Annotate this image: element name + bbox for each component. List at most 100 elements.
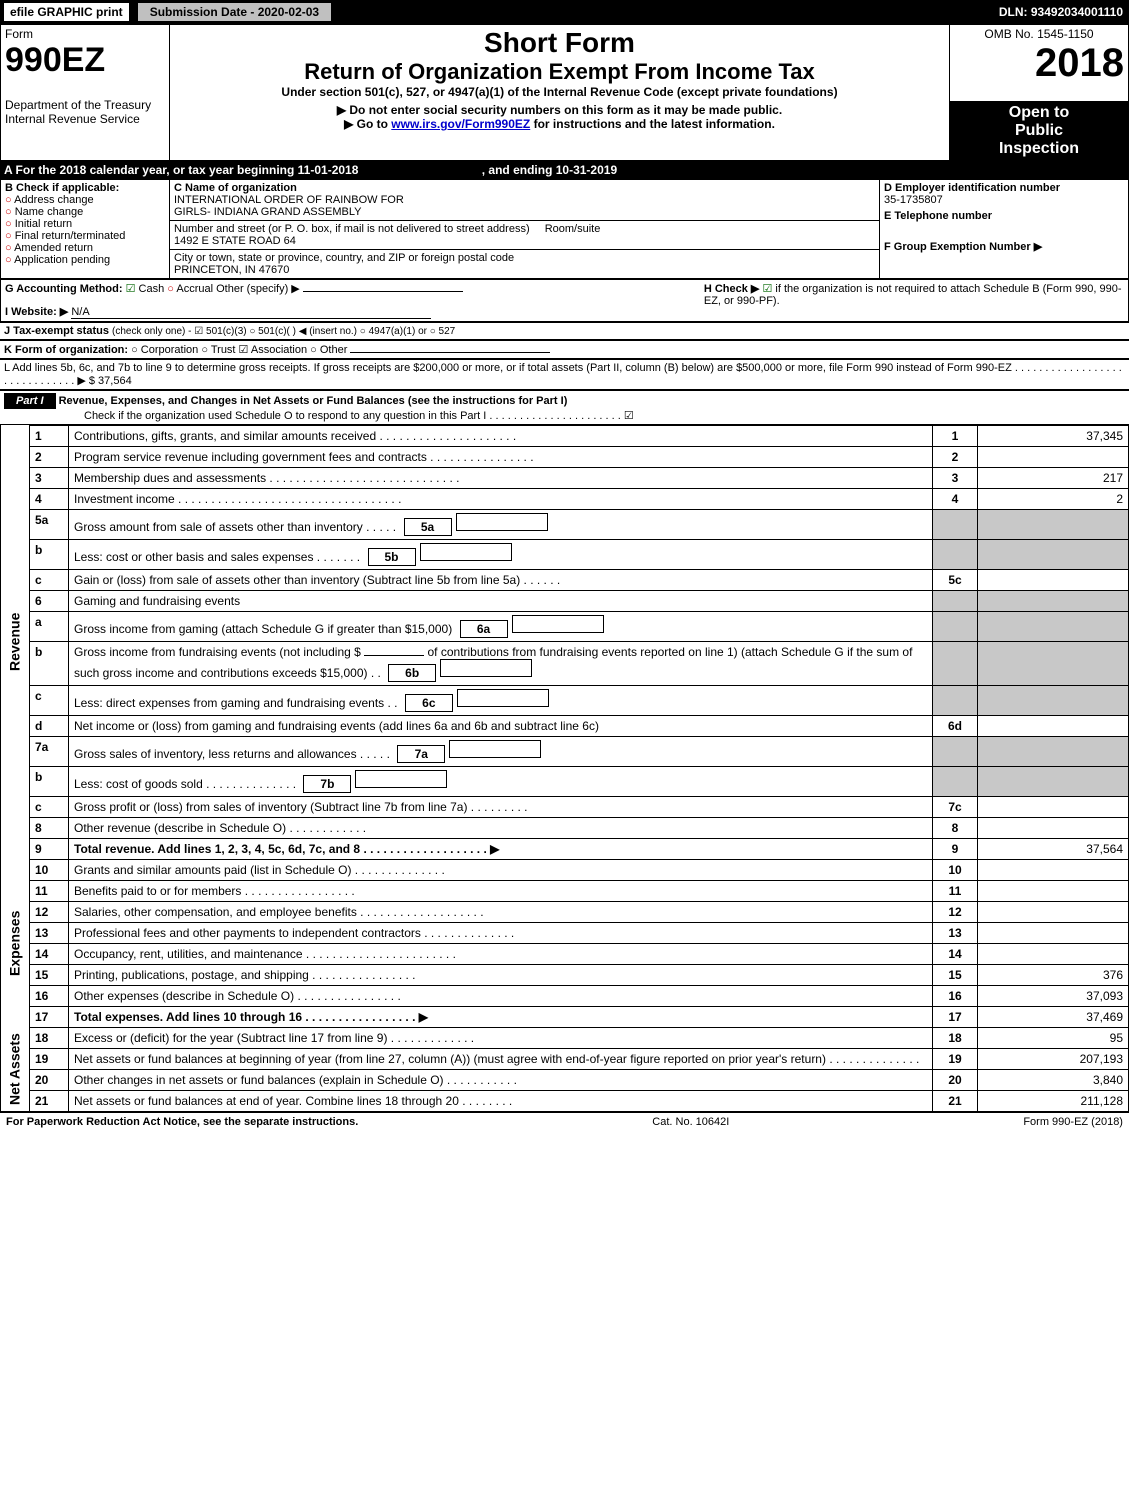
l7b-box-shade (933, 766, 978, 796)
irs-link[interactable]: www.irs.gov/Form990EZ (391, 117, 530, 131)
l6b-sub: 6b (388, 664, 436, 682)
l12-amt (978, 901, 1129, 922)
website-value: N/A (71, 306, 431, 319)
l6c-sub: 6c (405, 694, 453, 712)
chk-initial-return[interactable]: Initial return (5, 218, 165, 230)
l1-amt: 37,345 (978, 425, 1129, 446)
public: Public (954, 122, 1124, 140)
l6c-amt-shade (978, 685, 1129, 715)
l11-desc: Benefits paid to or for members . . . . … (69, 880, 933, 901)
l12-num: 12 (30, 901, 69, 922)
l19-desc: Net assets or fund balances at beginning… (69, 1048, 933, 1069)
chk-final-return[interactable]: Final return/terminated (5, 230, 165, 242)
l20-amt: 3,840 (978, 1069, 1129, 1090)
side-expenses: Expenses (1, 859, 30, 1027)
chk-name-change[interactable]: Name change (5, 206, 165, 218)
under-section: Under section 501(c), 527, or 4947(a)(1)… (174, 85, 945, 99)
l13-desc: Professional fees and other payments to … (69, 922, 933, 943)
top-bar: efile GRAPHIC print Submission Date - 20… (0, 0, 1129, 24)
l9-box: 9 (933, 838, 978, 859)
l6-box-shade (933, 590, 978, 611)
chk-accrual[interactable]: Accrual (167, 283, 213, 295)
chk-amended-return[interactable]: Amended return (5, 242, 165, 254)
l14-num: 14 (30, 943, 69, 964)
l11-box: 11 (933, 880, 978, 901)
line-j: J Tax-exempt status (check only one) - ☑… (0, 322, 1129, 340)
chk-cash[interactable]: Cash (126, 283, 165, 295)
l17-num: 17 (30, 1006, 69, 1027)
box-c-name-label: C Name of organization (174, 182, 875, 194)
l5b-amt-shade (978, 539, 1129, 569)
tax-year: 2018 (954, 41, 1124, 86)
l6c-box-shade (933, 685, 978, 715)
l10-box: 10 (933, 859, 978, 880)
l3-amt: 217 (978, 467, 1129, 488)
l7c-amt (978, 796, 1129, 817)
irs-label: Internal Revenue Service (5, 112, 165, 126)
l21-num: 21 (30, 1090, 69, 1111)
l17-amt: 37,469 (978, 1006, 1129, 1027)
l10-desc: Grants and similar amounts paid (list in… (69, 859, 933, 880)
side-net-assets: Net Assets (1, 1027, 30, 1111)
chk-address-change[interactable]: Address change (5, 194, 165, 206)
part-i-sub: Check if the organization used Schedule … (84, 409, 1125, 422)
l10-num: 10 (30, 859, 69, 880)
l6c-desc: Less: direct expenses from gaming and fu… (69, 685, 933, 715)
dln: DLN: 93492034001110 (999, 5, 1129, 19)
l14-desc: Occupancy, rent, utilities, and maintena… (69, 943, 933, 964)
l19-num: 19 (30, 1048, 69, 1069)
box-d-label: D Employer identification number (884, 182, 1124, 194)
l14-box: 14 (933, 943, 978, 964)
l7b-num: b (30, 766, 69, 796)
l15-desc: Printing, publications, postage, and shi… (69, 964, 933, 985)
l7a-text: Gross sales of inventory, less returns a… (74, 747, 390, 761)
chk-other[interactable]: Other (specify) ▶ (216, 283, 300, 295)
l6-num: 6 (30, 590, 69, 611)
l5a-text: Gross amount from sale of assets other t… (74, 520, 396, 534)
l14-amt (978, 943, 1129, 964)
l8-box: 8 (933, 817, 978, 838)
line-i-label: I Website: ▶ (5, 306, 68, 318)
l5b-sub: 5b (368, 548, 416, 566)
l21-amt: 211,128 (978, 1090, 1129, 1111)
street-label: Number and street (or P. O. box, if mail… (174, 223, 530, 235)
l20-num: 20 (30, 1069, 69, 1090)
l7a-desc: Gross sales of inventory, less returns a… (69, 736, 933, 766)
l11-amt (978, 880, 1129, 901)
goto-pre: ▶ Go to (344, 117, 391, 131)
l11-num: 11 (30, 880, 69, 901)
l18-amt: 95 (978, 1027, 1129, 1048)
l7b-amt-shade (978, 766, 1129, 796)
efile-label: efile GRAPHIC print (4, 3, 129, 21)
l6d-desc: Net income or (loss) from gaming and fun… (69, 715, 933, 736)
l6a-text: Gross income from gaming (attach Schedul… (74, 622, 452, 636)
inspection: Inspection (954, 140, 1124, 158)
l13-amt (978, 922, 1129, 943)
l3-desc: Membership dues and assessments . . . . … (69, 467, 933, 488)
ssn-warning: ▶ Do not enter social security numbers o… (174, 103, 945, 117)
l18-box: 18 (933, 1027, 978, 1048)
l7c-box: 7c (933, 796, 978, 817)
l6-amt-shade (978, 590, 1129, 611)
side-revenue: Revenue (1, 425, 30, 859)
l7a-num: 7a (30, 736, 69, 766)
l7a-box-shade (933, 736, 978, 766)
form-word: Form (5, 27, 165, 41)
l7c-desc: Gross profit or (loss) from sales of inv… (69, 796, 933, 817)
l6b-box-shade (933, 641, 978, 685)
l6d-num: d (30, 715, 69, 736)
l5c-num: c (30, 569, 69, 590)
l5a-box-shade (933, 509, 978, 539)
line-k-label: K Form of organization: (4, 344, 128, 356)
chk-application-pending[interactable]: Application pending (5, 254, 165, 266)
info-block: B Check if applicable: Address change Na… (0, 179, 1129, 279)
l18-num: 18 (30, 1027, 69, 1048)
l8-amt (978, 817, 1129, 838)
l5a-amt-shade (978, 509, 1129, 539)
ein-value: 35-1735807 (884, 194, 1124, 206)
part-i-header: Part I Revenue, Expenses, and Changes in… (0, 390, 1129, 425)
chk-sched-b[interactable] (762, 283, 775, 295)
line-h-label: H Check ▶ (704, 283, 760, 295)
l15-box: 15 (933, 964, 978, 985)
l20-box: 20 (933, 1069, 978, 1090)
